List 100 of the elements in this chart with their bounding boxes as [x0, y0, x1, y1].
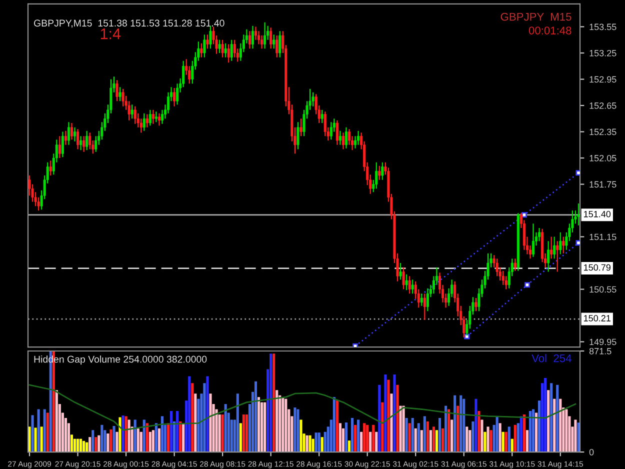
bar [405, 418, 408, 452]
candlestick [148, 109, 152, 126]
bar [396, 384, 399, 452]
candlestick [173, 87, 176, 107]
bar [300, 420, 302, 452]
candlestick [320, 109, 324, 124]
candlestick [423, 293, 426, 320]
candlestick [49, 160, 52, 176]
bar [242, 414, 245, 452]
bar [306, 435, 308, 452]
y-tick-label: 0 [589, 448, 594, 456]
candlestick [550, 236, 553, 260]
bar [142, 420, 146, 452]
candlestick [230, 39, 233, 62]
bar [460, 395, 462, 452]
ref-line-label: 151.40 [584, 210, 611, 218]
bar [179, 421, 182, 452]
candlestick [118, 86, 122, 102]
y-tick-label: 152.95 [590, 76, 616, 83]
candlestick [538, 227, 541, 242]
candlestick [342, 132, 344, 150]
point [352, 343, 358, 348]
bar [423, 416, 426, 452]
bar [390, 394, 393, 452]
line-series [28, 384, 576, 431]
bar [393, 374, 396, 452]
text: GBPJPY,M15 151.38 151.53 151.28 151.40 [34, 20, 224, 28]
bar [70, 434, 74, 452]
bar [239, 423, 242, 452]
bar [308, 435, 312, 452]
bar [514, 424, 516, 452]
candlestick [260, 34, 264, 50]
bar [363, 423, 366, 452]
bar [88, 437, 92, 452]
bar [510, 438, 514, 452]
point [576, 240, 580, 246]
bar [188, 376, 191, 452]
bar [170, 410, 173, 452]
y-tick-label: 152.65 [590, 102, 616, 109]
bar [456, 406, 460, 452]
candlestick [338, 130, 342, 146]
bar [166, 423, 170, 452]
annotation: 00:01:48 [528, 26, 572, 34]
candlestick [80, 136, 82, 151]
bar [336, 400, 338, 452]
bar [369, 432, 372, 452]
candlestick [209, 25, 212, 50]
bar [486, 426, 490, 452]
bar [37, 409, 40, 452]
bar [148, 432, 152, 452]
candlestick [399, 262, 402, 280]
bar [502, 432, 504, 452]
bar [276, 390, 278, 452]
bar [116, 432, 118, 452]
bar [478, 410, 480, 452]
bar [384, 374, 387, 452]
bar [544, 378, 547, 452]
bar [378, 384, 381, 452]
candlestick [532, 223, 535, 258]
bar [332, 397, 336, 452]
candlestick [272, 34, 276, 50]
bar [296, 409, 300, 452]
bar [320, 437, 324, 452]
bar [209, 394, 212, 452]
bar [387, 380, 390, 452]
bar [82, 440, 86, 452]
candlestick [76, 128, 80, 150]
bar [357, 420, 360, 452]
bar [284, 398, 288, 452]
candlestick [577, 202, 580, 226]
bar [553, 398, 556, 452]
bar [538, 400, 541, 452]
bar [577, 422, 580, 452]
bar [375, 432, 378, 452]
bar [522, 414, 526, 452]
bar [490, 430, 492, 452]
candlestick [357, 130, 360, 146]
candlestick [227, 44, 230, 64]
candlestick [474, 297, 478, 312]
bar [528, 410, 532, 452]
bar [550, 383, 553, 452]
candlestick [203, 34, 206, 58]
bar [254, 381, 258, 452]
y-tick-label: 150.55 [590, 286, 616, 293]
bar [338, 423, 342, 452]
y-tick-label: 151.75 [590, 181, 616, 188]
bar [454, 395, 456, 452]
candlestick [553, 236, 556, 260]
bar [556, 384, 559, 452]
bar [134, 420, 136, 452]
bar [294, 408, 296, 452]
candlestick [556, 240, 559, 272]
bar [484, 432, 486, 452]
bar [468, 430, 472, 452]
bar [498, 423, 502, 452]
candlestick [248, 30, 251, 50]
bar [399, 406, 402, 452]
candlestick [300, 118, 302, 137]
bar [282, 397, 284, 452]
y-tick-label: 149.95 [590, 338, 616, 346]
